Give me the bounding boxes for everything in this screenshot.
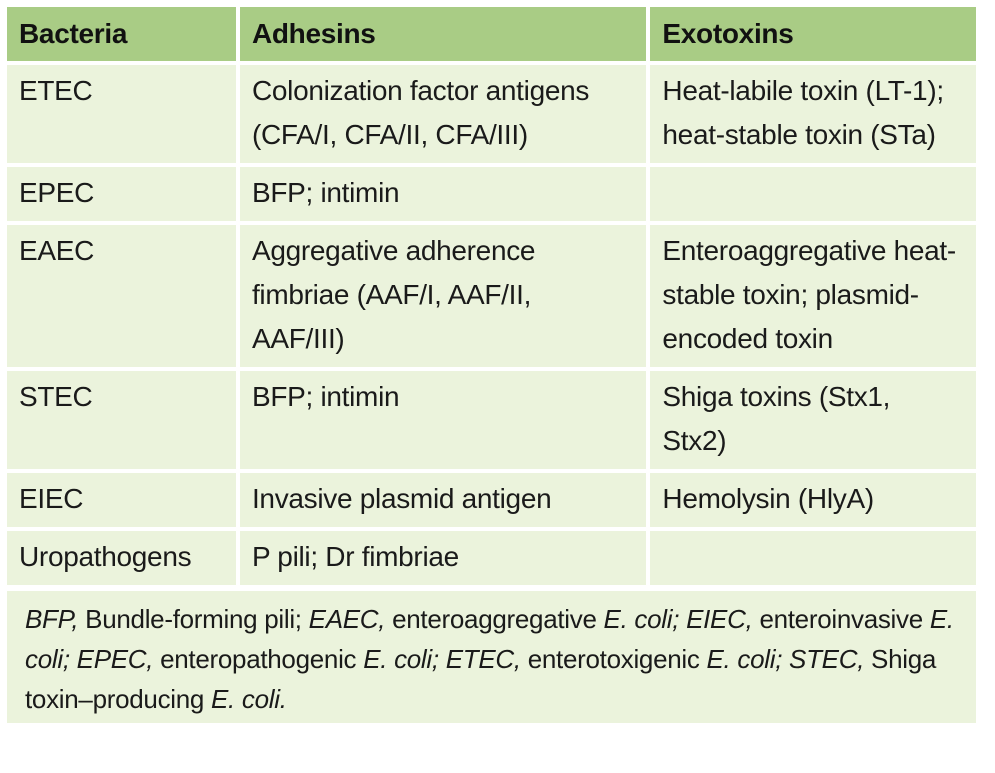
header-adhesins: Adhesins bbox=[239, 7, 647, 61]
cell-exotoxins: Hemolysin (HlyA) bbox=[650, 473, 976, 527]
footnote-abbr: E. coli; ETEC, bbox=[363, 644, 521, 674]
exotoxins-line: stable toxin; plasmid- bbox=[662, 279, 919, 310]
cell-adhesins: Aggregative adherence fimbriae (AAF/I, AA… bbox=[239, 225, 647, 367]
footnote-abbr: E. coli; EPEC, bbox=[25, 604, 954, 674]
footnote-text: enteropathogenic bbox=[153, 644, 364, 674]
exotoxins-line: Shiga toxins (Stx1, bbox=[662, 381, 891, 412]
footnote-text: enteroinvasive bbox=[752, 604, 930, 634]
table-row: EPEC BFP; intimin bbox=[7, 167, 976, 221]
exotoxins-line: Stx2) bbox=[662, 425, 727, 456]
header-row: Bacteria Adhesins Exotoxins bbox=[7, 7, 976, 61]
cell-exotoxins: Enteroaggregative heat-stable toxin; pla… bbox=[650, 225, 976, 367]
adhesins-line: BFP; intimin bbox=[251, 381, 400, 412]
footnote-text: Bundle-forming pili; bbox=[78, 604, 309, 634]
table-body: ETEC Colonization factor antigens (CFA/I, … bbox=[7, 65, 976, 585]
cell-adhesins: P pili; Dr fimbriae bbox=[239, 531, 647, 585]
footnote-abbr: EAEC, bbox=[308, 604, 386, 634]
cell-exotoxins bbox=[650, 167, 976, 221]
cell-adhesins: Colonization factor antigens (CFA/I, CFA/… bbox=[239, 65, 647, 163]
footnote-text: enterotoxigenic bbox=[520, 644, 707, 674]
footnote-abbr: E. coli; STEC, bbox=[706, 644, 865, 674]
cell-bacteria: STEC bbox=[7, 371, 236, 469]
cell-bacteria: Uropathogens bbox=[7, 531, 236, 585]
cell-adhesins: BFP; intimin bbox=[239, 371, 647, 469]
header-bacteria: Bacteria bbox=[7, 7, 236, 61]
footnote-text: Shiga toxin–producing bbox=[25, 644, 937, 714]
footnote-abbr: E. coli; EIEC, bbox=[603, 604, 753, 634]
adhesins-line: Aggregative adherence bbox=[251, 235, 536, 266]
footnote-abbr: BFP, bbox=[25, 604, 79, 634]
table-row: STEC BFP; intimin Shiga toxins (Stx1, Stx2) bbox=[7, 371, 976, 469]
table-row: Uropathogens P pili; Dr fimbriae bbox=[7, 531, 976, 585]
adhesins-line: AAF/III) bbox=[251, 323, 345, 354]
table-row: EIEC Invasive plasmid antigen Hemolysin (H… bbox=[7, 473, 976, 527]
exotoxins-line: Heat-labile toxin (LT-1); bbox=[662, 75, 944, 106]
data-table: Bacteria Adhesins Exotoxins ETEC Coloniza… bbox=[3, 3, 980, 589]
exotoxins-line: encoded toxin bbox=[662, 323, 833, 354]
footnote: BFP, Bundle-forming pili; EAEC, enteroag… bbox=[7, 591, 976, 723]
footnote-abbr: E. coli. bbox=[211, 684, 287, 714]
cell-bacteria: EIEC bbox=[7, 473, 236, 527]
adhesins-line: (CFA/I, CFA/II, CFA/III) bbox=[251, 119, 528, 150]
exotoxins-line: Enteroaggregative heat- bbox=[662, 235, 956, 266]
adhesins-line: Invasive plasmid antigen bbox=[251, 483, 552, 514]
table-row: ETEC Colonization factor antigens (CFA/I, … bbox=[7, 65, 976, 163]
exotoxins-line: heat-stable toxin (STa) bbox=[662, 119, 936, 150]
cell-exotoxins: Shiga toxins (Stx1, Stx2) bbox=[650, 371, 976, 469]
cell-bacteria: EPEC bbox=[7, 167, 236, 221]
adhesins-line: BFP; intimin bbox=[251, 177, 400, 208]
adhesins-line: fimbriae (AAF/I, AAF/II, bbox=[251, 279, 532, 310]
adhesins-line: P pili; Dr fimbriae bbox=[251, 541, 459, 572]
table-row: EAEC Aggregative adherence fimbriae (AAF/I… bbox=[7, 225, 976, 367]
cell-bacteria: EAEC bbox=[7, 225, 236, 367]
cell-bacteria: ETEC bbox=[7, 65, 236, 163]
cell-exotoxins: Heat-labile toxin (LT-1); heat-stable tox… bbox=[650, 65, 976, 163]
footnote-text: enteroaggregative bbox=[385, 604, 604, 634]
header-exotoxins: Exotoxins bbox=[650, 7, 976, 61]
cell-adhesins: BFP; intimin bbox=[239, 167, 647, 221]
exotoxins-line: Hemolysin (HlyA) bbox=[662, 483, 874, 514]
adhesins-line: Colonization factor antigens bbox=[251, 75, 590, 106]
cell-adhesins: Invasive plasmid antigen bbox=[239, 473, 647, 527]
table-figure: Bacteria Adhesins Exotoxins ETEC Coloniza… bbox=[5, 5, 980, 765]
cell-exotoxins bbox=[650, 531, 976, 585]
